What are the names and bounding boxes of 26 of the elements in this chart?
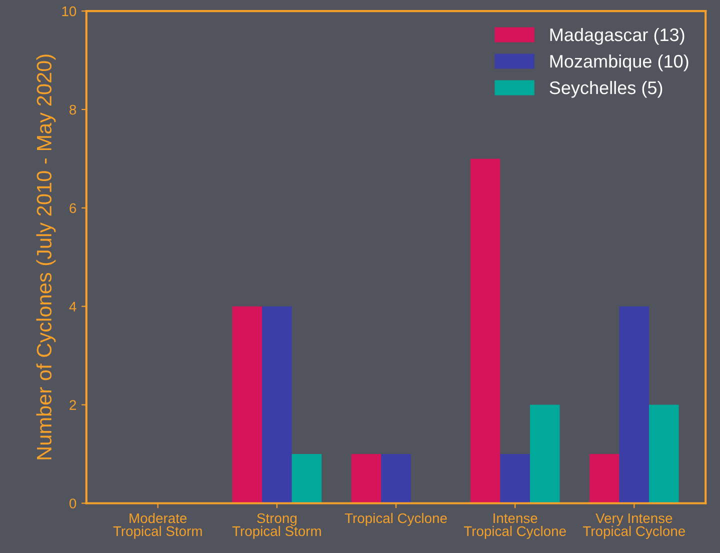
y-axis-title: Number of Cyclones (July 2010 - May 2020) bbox=[36, 54, 56, 460]
y-tick-label: 0 bbox=[69, 498, 76, 508]
bar bbox=[232, 306, 262, 504]
y-tick-label: 10 bbox=[62, 6, 76, 16]
bar bbox=[470, 158, 500, 504]
bar bbox=[292, 454, 322, 504]
y-tick-label: 8 bbox=[70, 104, 76, 115]
x-tick-label: Moderate Tropical Storm bbox=[113, 512, 202, 539]
legend-label: Seychelles (5) bbox=[550, 80, 662, 98]
bar bbox=[351, 454, 382, 504]
y-tick-label: 2 bbox=[70, 400, 76, 410]
x-tick-label: Tropical Cyclone bbox=[344, 512, 447, 526]
bar bbox=[500, 454, 530, 504]
bar bbox=[619, 306, 650, 504]
bar bbox=[262, 306, 292, 504]
x-tick-label: Strong Tropical Storm bbox=[232, 513, 321, 539]
bar bbox=[381, 454, 411, 504]
y-tick-label: 4 bbox=[69, 302, 76, 312]
bar bbox=[649, 404, 679, 504]
y-tick-label: 6 bbox=[70, 203, 76, 214]
legend-label: Madagascar (13) bbox=[550, 28, 684, 45]
bar bbox=[590, 454, 620, 504]
bar bbox=[530, 404, 560, 504]
x-tick-label: Intense Tropical Cyclone bbox=[464, 513, 566, 539]
x-tick-label: Very Intense Tropical Cyclone bbox=[583, 513, 685, 539]
legend-label: Mozambique (10) bbox=[550, 54, 688, 72]
